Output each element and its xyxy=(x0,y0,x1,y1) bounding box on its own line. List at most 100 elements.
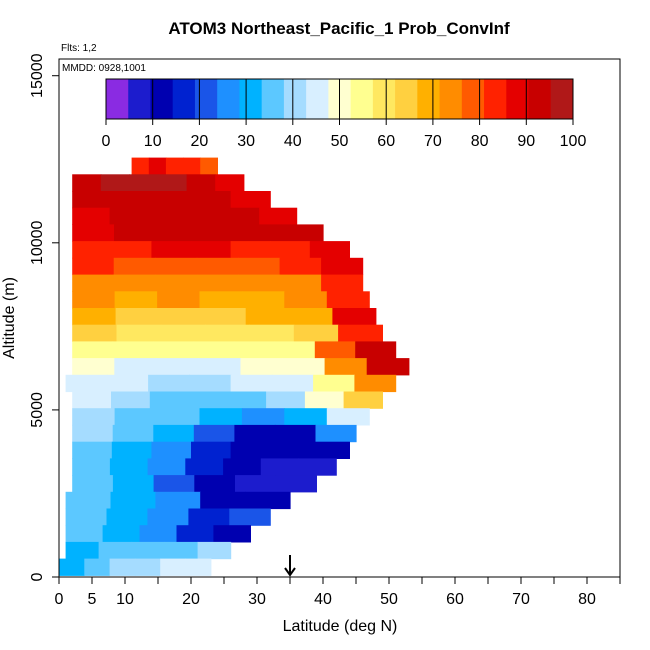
x-tick-label: 80 xyxy=(578,591,596,608)
heatmap-cell xyxy=(245,308,290,326)
heatmap-cell xyxy=(151,191,192,209)
heatmap-cell xyxy=(321,257,364,276)
heatmap-cell xyxy=(59,558,85,576)
x-tick-label: 10 xyxy=(116,591,134,608)
heatmap-cell xyxy=(65,491,112,510)
heatmap-cell xyxy=(266,391,306,409)
heatmap-cell xyxy=(72,475,114,493)
heatmap-cell xyxy=(221,207,260,225)
heatmap-cell xyxy=(227,391,267,409)
heatmap-cell xyxy=(240,358,284,376)
heatmap-cell xyxy=(72,174,102,192)
heatmap-cell xyxy=(164,541,199,560)
heatmap-cell xyxy=(238,274,281,292)
heatmap-cell xyxy=(355,341,397,359)
colorbar-tick-label: 30 xyxy=(237,133,255,150)
heatmap-cell xyxy=(72,324,118,342)
latitude-marker xyxy=(284,555,296,577)
heatmap-cell xyxy=(313,374,355,393)
colorbar-swatch xyxy=(150,79,174,119)
marker-arrow-head xyxy=(284,567,296,577)
heatmap-cell xyxy=(115,308,160,326)
heatmap-cell xyxy=(72,274,115,292)
heatmap-cell xyxy=(229,508,271,526)
heatmap-cell xyxy=(72,408,116,426)
heatmap-cell xyxy=(72,308,117,326)
heatmap-cell xyxy=(109,458,149,476)
colorbar-swatch xyxy=(306,79,329,119)
heatmap-cell xyxy=(72,441,113,459)
heatmap-cell xyxy=(151,241,192,259)
heatmap-cell xyxy=(196,274,239,292)
colorbar-tick-label: 60 xyxy=(377,133,395,150)
heatmap-cell xyxy=(155,257,198,276)
heatmap-cell xyxy=(249,324,295,342)
x-tick-label: 20 xyxy=(182,591,200,608)
heatmap-cell xyxy=(343,391,383,409)
heatmap-cell xyxy=(155,224,199,242)
heatmap-cell xyxy=(158,174,188,192)
heatmap-cell xyxy=(223,458,262,476)
heatmap-cell xyxy=(72,391,112,409)
heatmap-cell xyxy=(139,525,178,543)
heatmap-cell xyxy=(114,408,158,426)
heatmap-cell xyxy=(134,558,161,576)
heatmap-cell xyxy=(366,358,410,376)
heatmap-cell xyxy=(113,257,156,276)
colorbar-swatch xyxy=(417,79,441,119)
heatmap-cell xyxy=(153,475,195,493)
heatmap-cell xyxy=(112,475,155,493)
x-axis-label: Latitude (deg N) xyxy=(283,618,398,635)
heatmap-cell xyxy=(275,475,317,493)
heatmap-cell xyxy=(259,207,298,225)
heatmap-cell xyxy=(235,475,277,493)
heatmap-cell xyxy=(282,358,326,376)
colorbar: 0 10 20 30 40 50 60 70 80 90 100 xyxy=(102,78,586,150)
heatmap-cell xyxy=(111,391,151,409)
heatmap-cell xyxy=(326,408,370,426)
y-tick-label: 10000 xyxy=(29,220,46,265)
x-tick-label: 0 xyxy=(55,591,64,608)
heatmap-cell xyxy=(184,207,223,225)
heatmap-cell xyxy=(199,408,243,426)
heatmap-cell xyxy=(191,241,232,259)
heatmap-cell xyxy=(112,341,154,359)
heatmap-cell xyxy=(270,241,311,259)
heatmap-cell xyxy=(155,491,201,510)
heatmap-cell xyxy=(279,257,322,276)
heatmap-cell xyxy=(72,241,113,259)
heatmap-cell xyxy=(189,374,232,393)
heatmap-cell xyxy=(270,441,311,459)
heatmap-cell xyxy=(194,475,236,493)
x-tick-label: 5 xyxy=(88,591,97,608)
heatmap-cell xyxy=(309,241,350,259)
colorbar-swatch xyxy=(550,79,574,119)
heatmap-cell xyxy=(197,541,232,560)
x-tick-label: 30 xyxy=(248,591,266,608)
heatmap-cell xyxy=(188,391,228,409)
heatmap-cell xyxy=(151,441,192,459)
heatmap-cell xyxy=(72,224,115,242)
heatmap-cell xyxy=(314,341,356,359)
heatmap-cell xyxy=(114,224,157,242)
heatmap-cell xyxy=(148,157,167,175)
heatmap-cell xyxy=(111,241,152,259)
heatmap-cell xyxy=(324,358,368,376)
heatmap-cell xyxy=(239,224,282,242)
heatmap-cell xyxy=(293,324,339,342)
heatmap-cell xyxy=(114,291,158,309)
chart-title: ATOM3 Northeast_Pacific_1 Prob_ConvInf xyxy=(168,19,510,38)
colorbar-swatch xyxy=(439,79,463,119)
heatmap-cell xyxy=(279,274,322,292)
y-tick-label: 0 xyxy=(29,572,46,581)
x-tick-label: 60 xyxy=(446,591,464,608)
flights-label: Flts: 1,2 xyxy=(61,43,97,54)
heatmap-cell xyxy=(65,508,108,526)
colorbar-tick-label: 70 xyxy=(424,133,442,150)
heatmap-cell xyxy=(160,324,206,342)
heatmap-cell xyxy=(157,291,201,309)
colorbar-swatch xyxy=(261,79,285,119)
heatmap-cell xyxy=(111,441,152,459)
colorbar-tick-label: 90 xyxy=(517,133,535,150)
